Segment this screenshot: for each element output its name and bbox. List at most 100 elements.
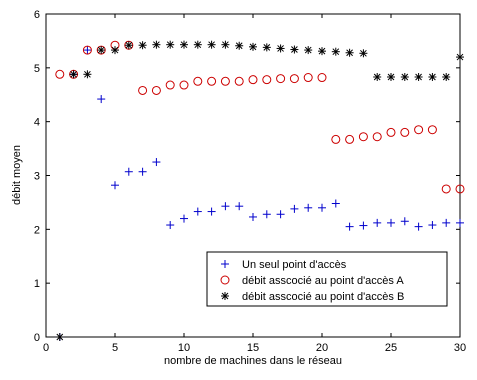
x-tick-label: 0	[43, 342, 49, 354]
data-point	[427, 125, 437, 135]
data-point	[220, 76, 230, 86]
data-point	[262, 75, 272, 85]
data-point	[373, 72, 382, 81]
data-point	[234, 76, 244, 86]
x-tick-label: 15	[247, 342, 259, 354]
data-point	[221, 40, 230, 49]
data-point	[193, 76, 203, 86]
series-2	[55, 40, 465, 194]
data-point	[289, 74, 299, 84]
data-series	[55, 40, 465, 341]
data-point	[221, 202, 230, 211]
data-point	[373, 218, 382, 227]
axis-ticks: 0 5 10 15 20 25 30 0 1 2 3 4 5 6	[34, 9, 466, 354]
y-tick-label: 2	[34, 224, 40, 236]
legend: Un seul point d'accès débit asscocié au p…	[206, 251, 448, 307]
data-point	[165, 80, 175, 90]
data-point	[111, 46, 119, 55]
data-point	[97, 95, 106, 104]
data-point	[248, 75, 258, 85]
data-point	[414, 222, 423, 231]
data-point	[55, 69, 65, 79]
data-point	[318, 47, 326, 56]
data-point	[442, 218, 451, 227]
data-point	[372, 132, 382, 142]
data-point	[235, 202, 244, 211]
data-point	[111, 181, 119, 190]
data-point	[318, 203, 326, 212]
data-point	[400, 127, 410, 137]
data-point	[428, 221, 437, 230]
data-point	[193, 40, 202, 49]
legend-label-1: Un seul point d'accès	[242, 259, 347, 271]
data-point	[152, 40, 161, 49]
data-point	[414, 72, 423, 81]
data-point	[455, 184, 465, 194]
data-point	[345, 134, 355, 144]
data-point	[303, 73, 313, 83]
data-point	[442, 72, 451, 81]
data-point	[124, 167, 133, 176]
x-tick-label: 10	[178, 342, 190, 354]
data-point	[166, 221, 175, 230]
data-point	[276, 210, 285, 219]
data-point	[359, 221, 368, 230]
data-point	[387, 218, 395, 227]
data-point	[152, 158, 161, 167]
data-point	[207, 76, 217, 86]
legend-label-3: débit asscocié au point d'accès B	[242, 291, 404, 303]
data-point	[138, 41, 147, 50]
legend-marker-1	[221, 260, 229, 268]
data-point	[55, 333, 64, 341]
data-point	[428, 72, 437, 81]
legend-entries: Un seul point d'accès débit asscocié au p…	[220, 259, 404, 303]
data-point	[400, 217, 409, 226]
legend-marker-2	[220, 275, 230, 285]
data-point	[456, 53, 464, 62]
y-axis-label: débit moyen	[11, 145, 23, 205]
data-point	[82, 45, 92, 55]
data-point	[358, 132, 368, 142]
data-point	[276, 44, 285, 53]
data-point	[124, 41, 133, 50]
series-3	[55, 40, 464, 341]
data-point	[441, 184, 451, 194]
y-tick-label: 0	[34, 332, 40, 344]
data-point	[386, 127, 396, 137]
data-point	[180, 40, 188, 49]
data-point	[331, 199, 340, 208]
data-point	[235, 41, 244, 50]
data-point	[331, 134, 341, 144]
legend-marker-3	[221, 292, 229, 300]
x-tick-label: 20	[316, 342, 328, 354]
data-point	[290, 204, 299, 213]
data-point	[387, 72, 395, 81]
data-point	[414, 125, 424, 135]
data-point	[207, 207, 216, 216]
y-tick-label: 6	[34, 9, 40, 21]
data-point	[83, 70, 92, 79]
data-point	[249, 212, 257, 221]
data-point	[359, 49, 368, 58]
legend-box	[206, 251, 448, 307]
data-point	[138, 85, 148, 95]
data-point	[179, 80, 189, 90]
x-tick-label: 25	[385, 342, 397, 354]
y-tick-label: 5	[34, 63, 40, 75]
x-tick-label: 5	[112, 342, 118, 354]
data-point	[138, 167, 147, 176]
data-point	[345, 48, 354, 57]
data-point	[400, 72, 409, 81]
legend-label-2: débit asscocié au point d'accès A	[242, 275, 404, 287]
data-point	[290, 45, 299, 54]
data-point	[345, 222, 354, 231]
x-axis-label: nombre de machines dans le réseau	[164, 355, 342, 367]
data-point	[304, 46, 313, 55]
data-point	[262, 43, 271, 52]
data-point	[69, 70, 78, 79]
y-tick-label: 3	[34, 171, 40, 183]
y-tick-label: 1	[34, 278, 40, 290]
x-tick-label: 30	[454, 342, 466, 354]
